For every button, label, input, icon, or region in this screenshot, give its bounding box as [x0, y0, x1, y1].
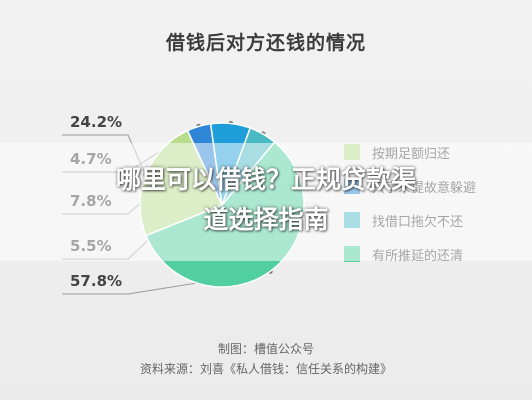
- overlay-title: 哪里可以借钱？正规贷款渠 道选择指南: [0, 160, 532, 240]
- footer-made-by: 制图：槽值公众号: [217, 342, 314, 356]
- overlay-band: [0, 143, 532, 261]
- overlay-title-line1: 哪里可以借钱？正规贷款渠: [115, 165, 416, 194]
- overlay-title-line2: 道选择指南: [203, 205, 329, 234]
- value-label: 57.8%: [70, 272, 123, 290]
- value-label: 24.2%: [70, 113, 123, 131]
- chart-title: 借钱后对方还钱的情况: [165, 32, 366, 54]
- footer-source: 资料来源：刘喜《私人借钱：信任关系的构建》: [139, 362, 392, 376]
